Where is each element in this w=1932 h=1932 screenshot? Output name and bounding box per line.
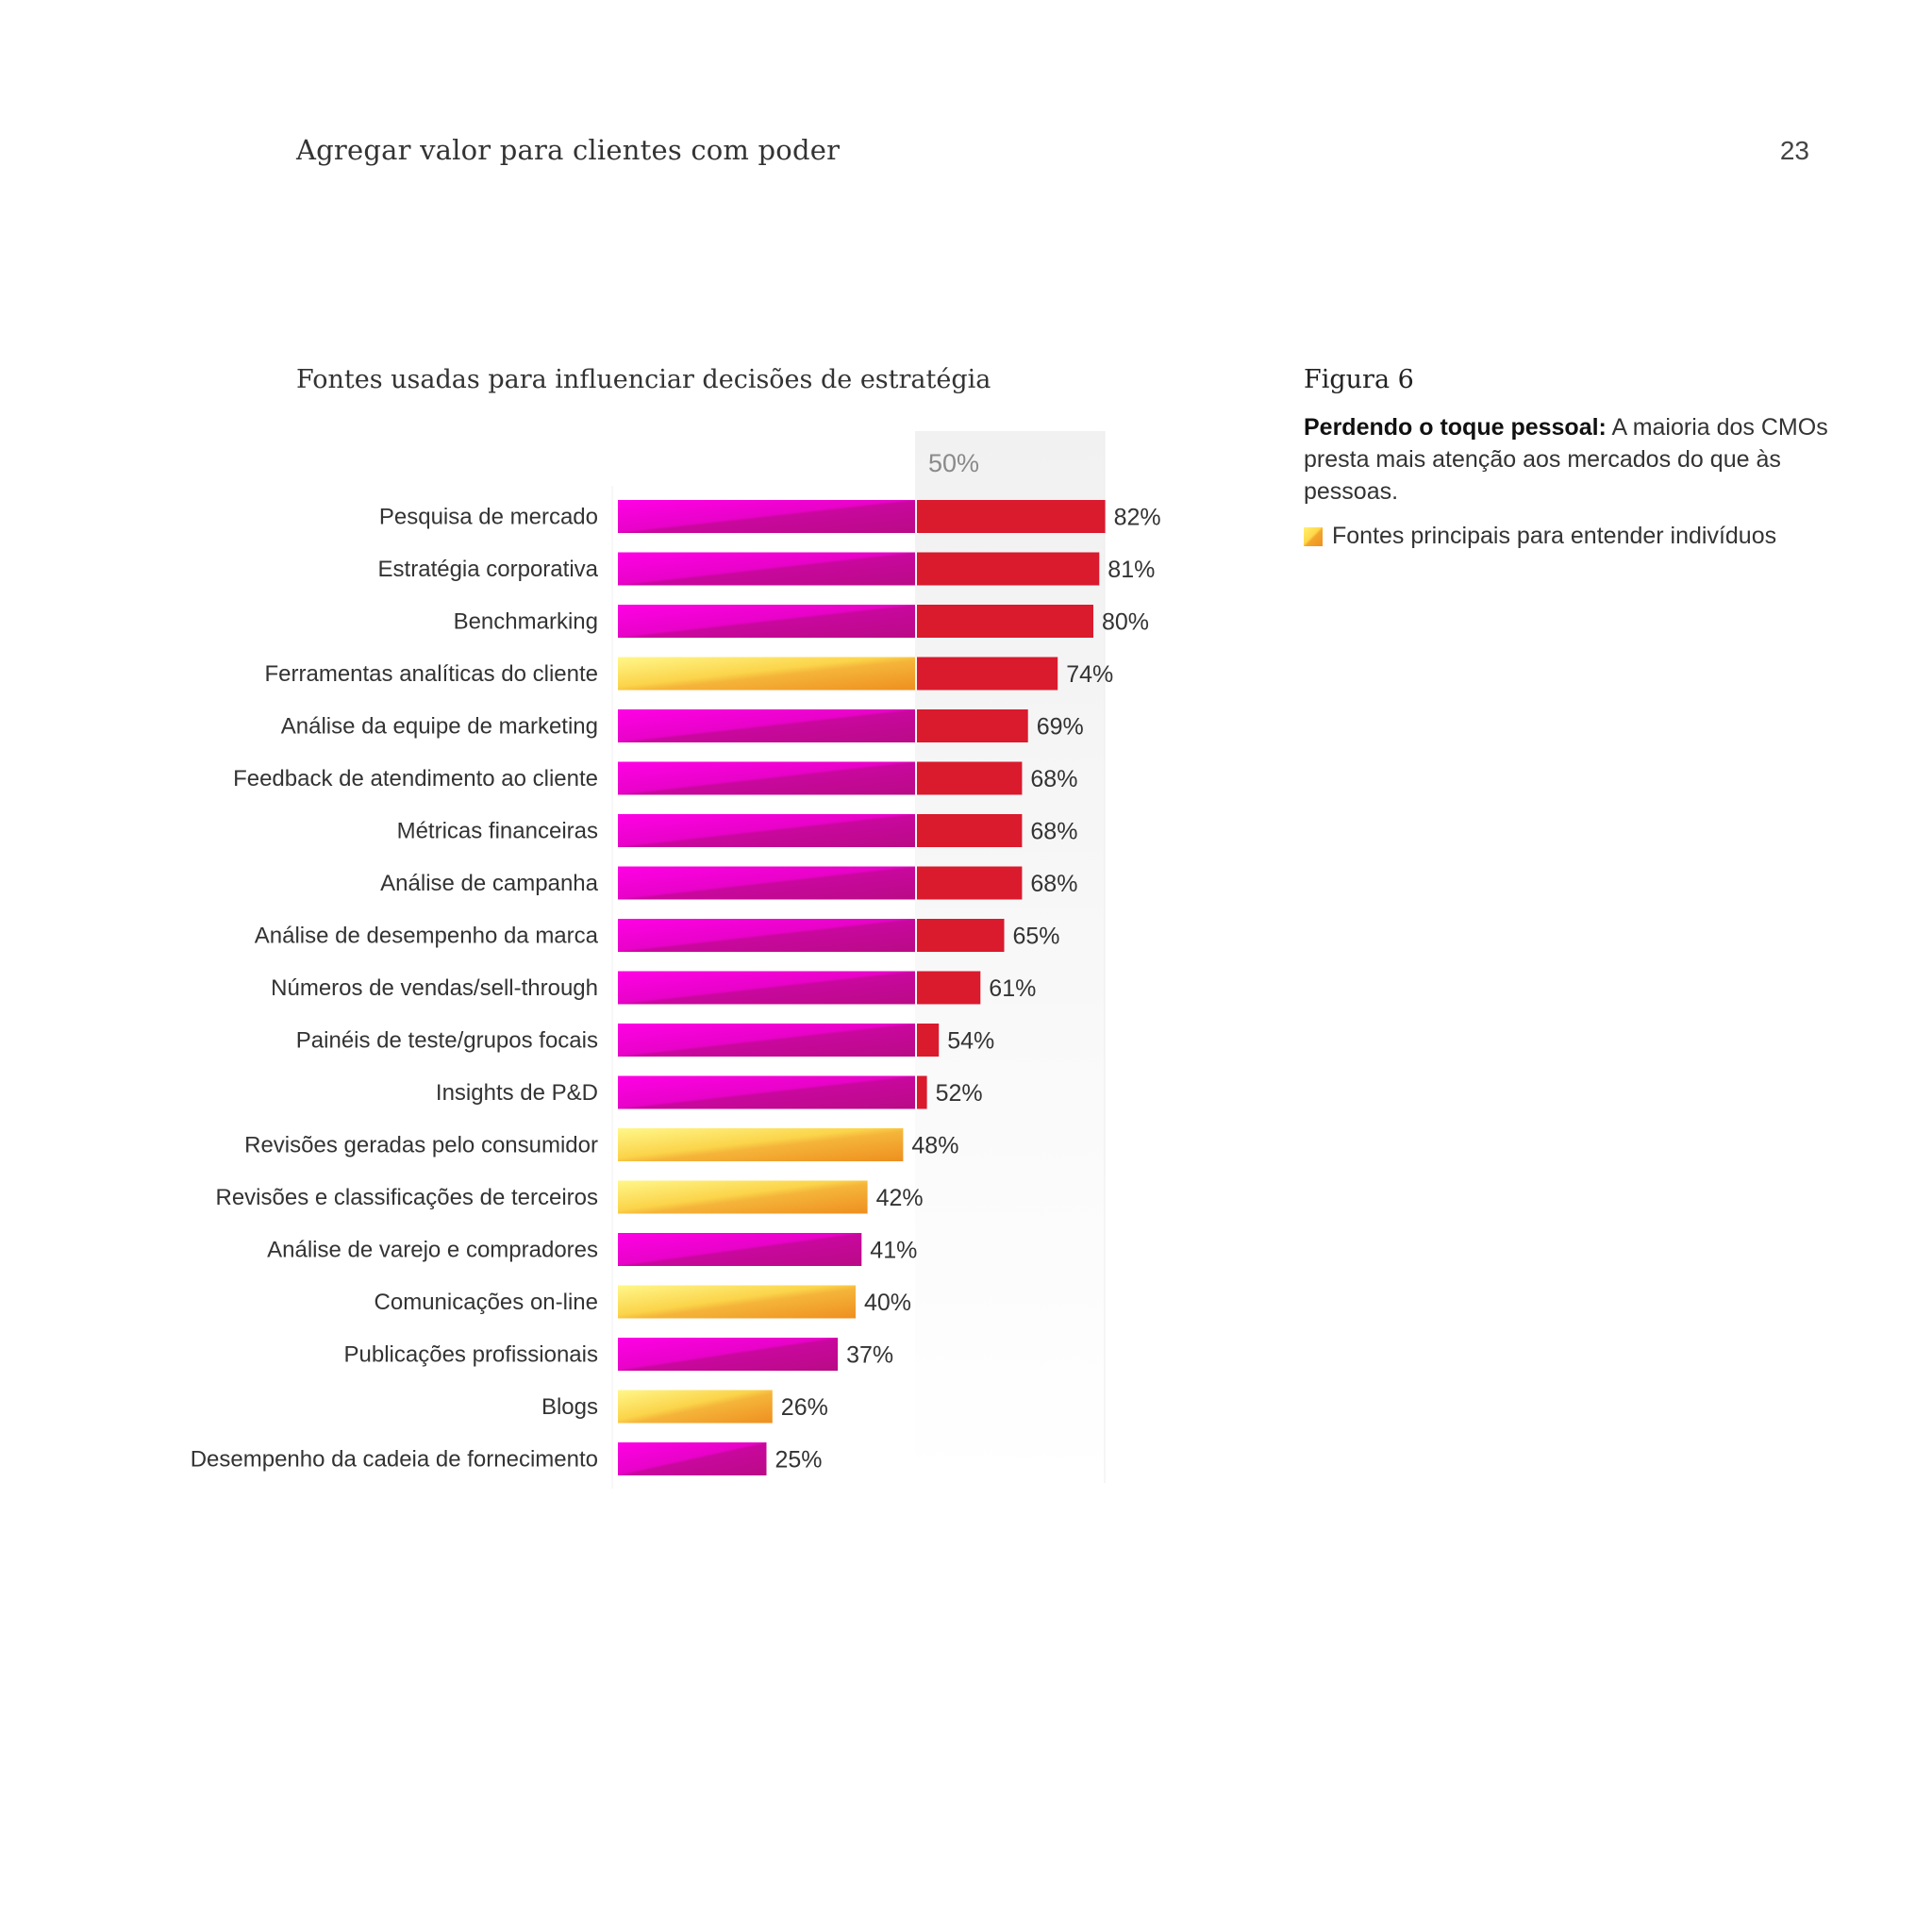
bar xyxy=(618,552,915,586)
bar-chart: 50% Pesquisa de mercado 82% Estratégia corp… xyxy=(191,431,1161,1489)
category-label: Pesquisa de mercado xyxy=(379,505,598,530)
value-label: 61% xyxy=(989,975,1036,1002)
category-label: Análise de desempenho da marca xyxy=(255,924,599,949)
value-label: 48% xyxy=(911,1133,958,1159)
figure-caption-text: A maioria dos CMOs presta mais atenção a… xyxy=(1304,414,1828,505)
reference-panel xyxy=(915,431,1105,1483)
chart-title: Fontes usadas para influenciar decisões … xyxy=(296,365,991,394)
page-number: 23 xyxy=(1779,136,1809,165)
reference-label: 50% xyxy=(928,449,979,477)
bar xyxy=(618,1233,862,1266)
category-label: Números de vendas/sell-through xyxy=(271,975,598,1001)
value-label: 37% xyxy=(846,1342,893,1369)
bar-excess xyxy=(917,971,981,1005)
category-label: Métricas financeiras xyxy=(397,819,598,844)
bar-excess xyxy=(917,919,1005,952)
bar xyxy=(618,1285,856,1319)
bar xyxy=(618,814,915,847)
bar xyxy=(618,866,915,900)
value-label: 25% xyxy=(775,1447,823,1474)
value-label: 68% xyxy=(1030,871,1077,897)
category-label: Análise de campanha xyxy=(380,871,598,896)
bar xyxy=(618,657,915,691)
bar xyxy=(618,709,915,742)
value-label: 52% xyxy=(936,1080,983,1107)
bar xyxy=(618,500,915,533)
category-label: Estratégia corporativa xyxy=(378,557,599,582)
bar-excess xyxy=(917,1075,927,1109)
bar xyxy=(618,1024,915,1057)
category-label: Revisões e classificações de terceiros xyxy=(215,1185,598,1210)
value-label: 26% xyxy=(781,1394,828,1421)
bar xyxy=(618,1075,915,1109)
value-label: 42% xyxy=(876,1185,924,1211)
category-label: Blogs xyxy=(541,1394,598,1420)
category-label: Comunicações on-line xyxy=(375,1290,598,1315)
figure-panel: Figura 6 Perdendo o toque pessoal: A mai… xyxy=(1304,365,1832,550)
category-label: Benchmarking xyxy=(454,609,598,635)
value-label: 40% xyxy=(864,1290,911,1316)
category-label: Análise da equipe de marketing xyxy=(281,714,598,740)
bar xyxy=(618,1338,839,1371)
value-label: 65% xyxy=(1013,924,1060,950)
bar-excess xyxy=(917,761,1023,795)
category-label: Ferramentas analíticas do cliente xyxy=(264,661,598,687)
legend: Fontes principais para entender indivídu… xyxy=(1304,523,1832,550)
bar-excess xyxy=(917,709,1028,742)
category-label: Revisões geradas pelo consumidor xyxy=(244,1133,598,1158)
bar xyxy=(618,1390,773,1424)
value-label: 82% xyxy=(1114,505,1161,531)
figure-caption: Perdendo o toque pessoal: A maioria dos … xyxy=(1304,411,1832,508)
bar xyxy=(618,1180,868,1214)
bar xyxy=(618,971,915,1005)
category-label: Feedback de atendimento ao cliente xyxy=(233,766,598,791)
running-title: Agregar valor para clientes com poder xyxy=(296,134,841,166)
bar xyxy=(618,1128,904,1161)
category-label: Publicações profissionais xyxy=(344,1342,598,1368)
bar-excess xyxy=(917,552,1100,586)
bar xyxy=(618,919,915,952)
bar xyxy=(618,605,915,638)
value-label: 80% xyxy=(1102,609,1149,636)
bar-excess xyxy=(917,500,1106,533)
figure-caption-bold: Perdendo o toque pessoal: xyxy=(1304,414,1607,441)
value-label: 68% xyxy=(1030,766,1077,792)
bar-excess xyxy=(917,605,1093,638)
bar-excess xyxy=(917,866,1023,900)
category-label: Análise de varejo e compradores xyxy=(267,1238,598,1263)
category-label: Insights de P&D xyxy=(436,1080,598,1106)
value-label: 81% xyxy=(1108,557,1155,583)
figure-number: Figura 6 xyxy=(1304,365,1414,394)
bar-excess xyxy=(917,1024,940,1057)
category-label: Painéis de teste/grupos focais xyxy=(296,1028,598,1054)
category-label: Desempenho da cadeia de fornecimento xyxy=(191,1447,598,1473)
legend-label: Fontes principais para entender indivídu… xyxy=(1332,523,1777,549)
value-label: 68% xyxy=(1030,819,1077,845)
value-label: 41% xyxy=(870,1238,917,1264)
value-label: 74% xyxy=(1066,661,1113,688)
bar xyxy=(618,761,915,795)
value-label: 54% xyxy=(947,1028,994,1055)
bar-excess xyxy=(917,657,1058,691)
legend-swatch-icon xyxy=(1304,526,1323,546)
bar-excess xyxy=(917,814,1023,847)
bar xyxy=(618,1442,767,1475)
value-label: 69% xyxy=(1037,714,1084,741)
